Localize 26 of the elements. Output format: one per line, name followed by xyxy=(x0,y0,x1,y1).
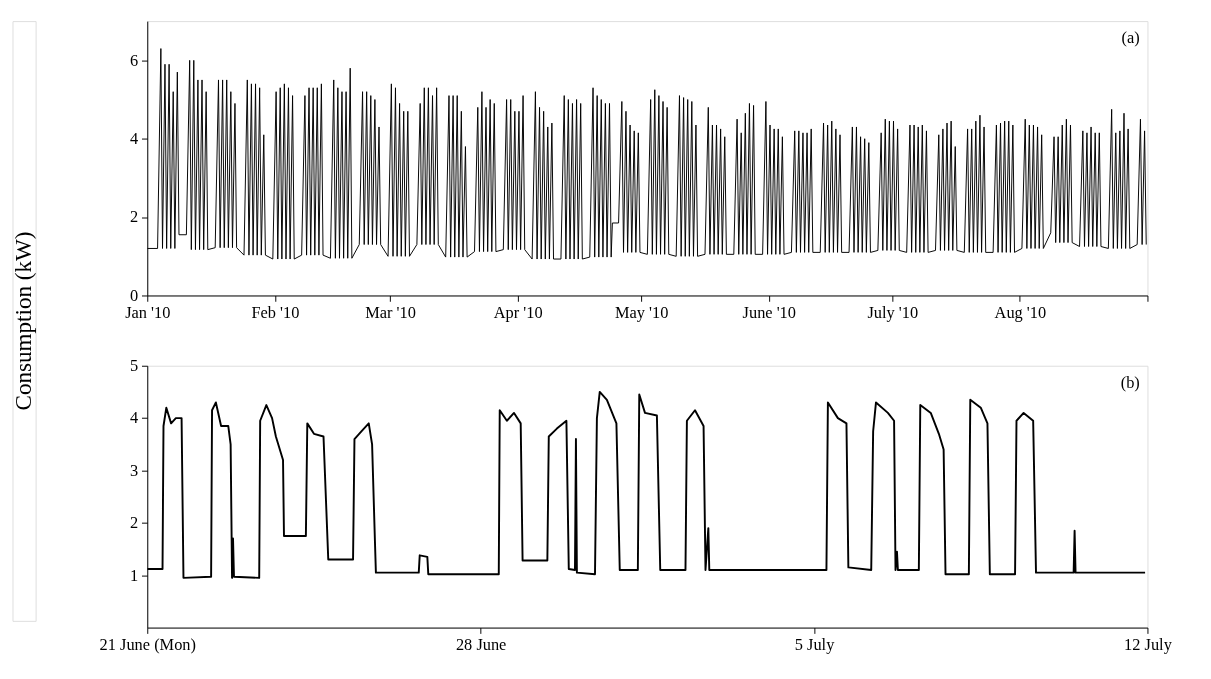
y-axis-title: Consumption (kW) xyxy=(9,231,36,411)
x-tick-label: Mar '10 xyxy=(365,303,416,323)
x-tick-label: 28 June xyxy=(455,635,507,655)
y-tick-label: 4 xyxy=(129,408,139,428)
x-tick-label: May '10 xyxy=(614,303,669,323)
y-tick-label: 0 xyxy=(129,285,139,305)
y-tick-label: 6 xyxy=(129,50,139,70)
y-tick-label: 1 xyxy=(129,565,139,585)
y-tick-label: 5 xyxy=(129,356,139,376)
line-series xyxy=(147,48,1147,260)
x-tick-label: 21 June (Mon) xyxy=(99,635,196,655)
annotation: (a) xyxy=(1121,28,1140,48)
x-tick-label: June '10 xyxy=(742,303,796,323)
y-tick-label: 3 xyxy=(129,460,139,480)
x-tick-label: Jan '10 xyxy=(125,303,171,323)
annotation: (b) xyxy=(1120,372,1140,392)
x-tick-label: Aug '10 xyxy=(994,303,1047,323)
x-tick-label: July '10 xyxy=(867,303,919,323)
x-tick-label: 5 July xyxy=(794,635,836,655)
line-series xyxy=(147,390,1147,579)
x-tick-label: Apr '10 xyxy=(493,303,543,323)
y-tick-label: 4 xyxy=(129,129,139,149)
x-tick-label: Feb '10 xyxy=(251,303,300,323)
y-tick-label: 2 xyxy=(129,513,139,533)
x-tick-label: 12 July xyxy=(1124,635,1173,655)
y-tick-label: 2 xyxy=(129,207,139,227)
